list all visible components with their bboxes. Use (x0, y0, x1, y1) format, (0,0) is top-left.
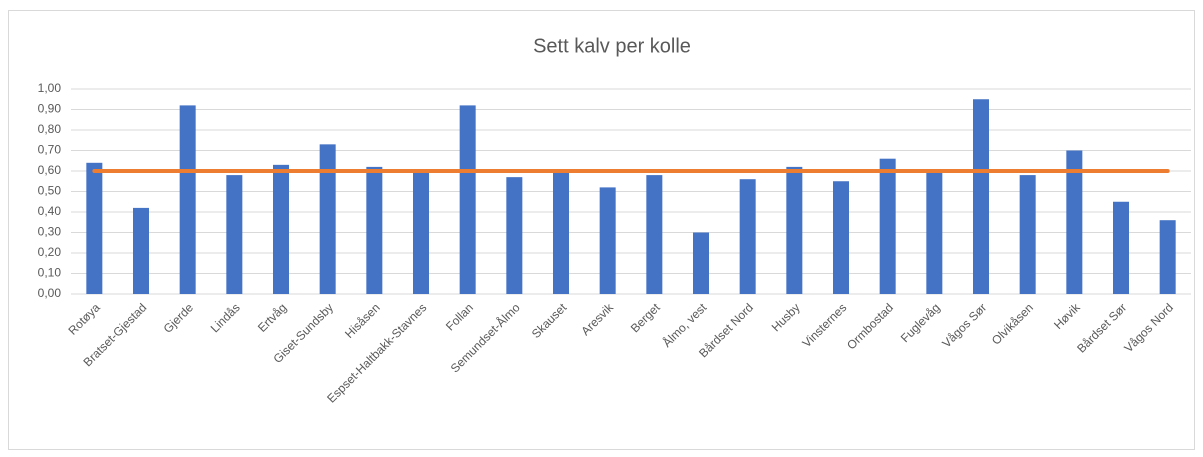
bar (1019, 175, 1036, 294)
chart-title: Sett kalv per kolle (533, 35, 691, 57)
bar (1159, 220, 1176, 294)
bar (179, 105, 196, 295)
bar (646, 175, 663, 294)
bar (693, 232, 709, 294)
bar (1113, 201, 1129, 294)
y-tick-label: 0,70 (38, 143, 62, 157)
y-tick-label: 0,30 (38, 225, 62, 239)
y-tick-label: 0,10 (38, 266, 62, 280)
bar (739, 179, 756, 294)
bar (973, 99, 989, 294)
bar (366, 166, 383, 294)
y-tick-label: 0,00 (38, 286, 62, 300)
bar (1066, 150, 1083, 294)
bar (879, 158, 896, 294)
bar (319, 144, 336, 294)
bar (599, 187, 616, 294)
y-tick-label: 0,60 (38, 163, 62, 177)
bar (786, 166, 803, 294)
y-tick-label: 0,90 (38, 102, 62, 116)
y-tick-label: 1,00 (38, 81, 62, 95)
y-tick-label: 0,40 (38, 204, 62, 218)
bar (553, 171, 569, 294)
bar (133, 207, 149, 294)
y-tick-label: 0,50 (38, 184, 62, 198)
bar (459, 105, 476, 295)
bar (413, 171, 429, 294)
bar (506, 177, 523, 294)
bar (833, 181, 849, 294)
y-tick-label: 0,80 (38, 122, 62, 136)
bar (273, 164, 289, 294)
y-tick-label: 0,20 (38, 245, 62, 259)
bar (226, 175, 243, 294)
bar (86, 162, 103, 294)
bar (926, 171, 943, 294)
